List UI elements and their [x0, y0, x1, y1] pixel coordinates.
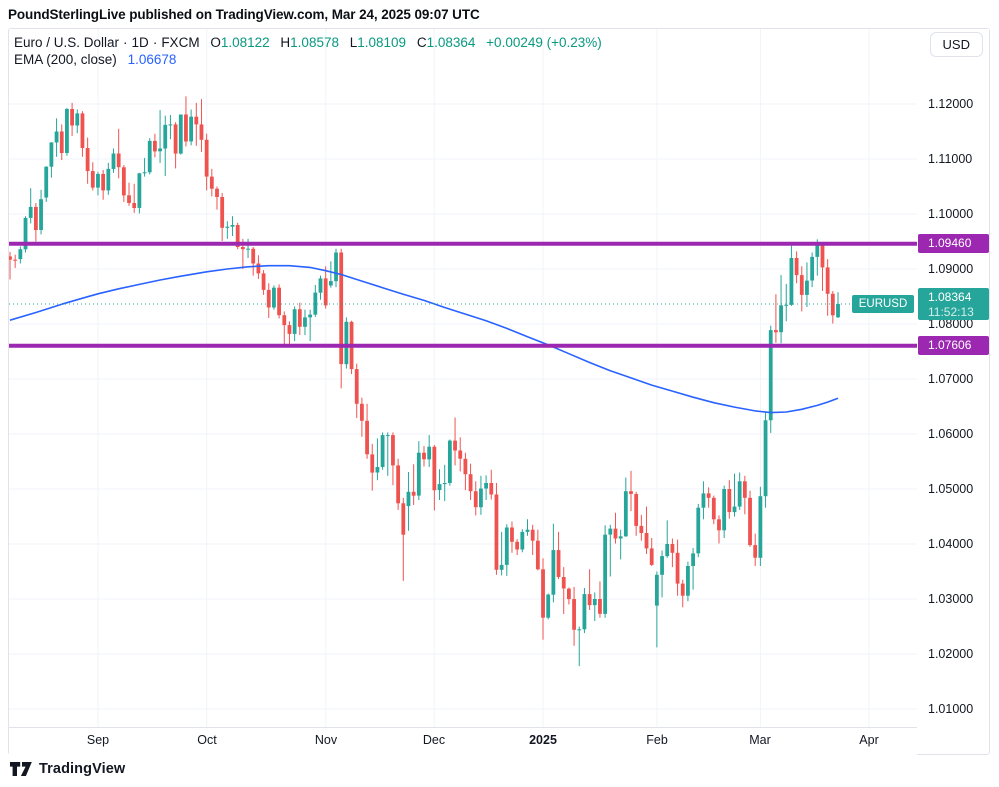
symbol-title: Euro / U.S. Dollar: [14, 35, 120, 50]
low-value: 1.08109: [357, 35, 407, 50]
support-price-badge: 1.07606: [918, 336, 989, 355]
tradingview-logo-icon[interactable]: [10, 762, 32, 776]
time-axis-label: Mar: [749, 733, 771, 747]
price-axis[interactable]: 1.12000 1.11000 1.10000 1.09000 1.08000 1.070…: [917, 29, 989, 727]
resistance-price-badge: 1.09460: [918, 234, 989, 253]
time-axis-label: Dec: [422, 733, 446, 747]
price-axis-label: 1.02000: [928, 647, 974, 661]
time-axis-label: Oct: [197, 733, 217, 747]
tradingview-brand-text[interactable]: TradingView: [39, 761, 126, 777]
chart-panel: Euro / U.S. Dollar · 1D · FXCM O1.08122 H1.0…: [8, 28, 990, 755]
time-axis[interactable]: Sep Oct Nov Dec 2025 Feb Mar Apr: [9, 727, 917, 755]
price-axis-label: 1.06000: [928, 427, 974, 441]
price-axis-label: 1.12000: [928, 97, 974, 111]
open-label: O: [210, 35, 221, 50]
price-axis-label: 1.03000: [928, 592, 974, 606]
low-label: L: [349, 35, 358, 50]
current-price-value: 1.08364: [928, 290, 972, 304]
price-axis-label: 1.05000: [928, 482, 974, 496]
symbol-price-tag: EURUSD: [852, 295, 914, 313]
legend-ema-row: EMA (200, close) 1.06678: [14, 51, 602, 68]
chart-legend: Euro / U.S. Dollar · 1D · FXCM O1.08122 H1.0…: [14, 34, 602, 68]
current-price-badge: 1.08364 11:52:13: [918, 288, 989, 320]
price-axis-label: 1.07000: [928, 372, 974, 386]
chart-interval: 1D: [131, 35, 149, 50]
change-value: +0.00249 (+0.23%): [486, 35, 602, 50]
time-axis-label: 2025: [529, 733, 557, 747]
attribution-text: PoundSterlingLive published on TradingVi…: [8, 7, 480, 22]
time-axis-label: Feb: [646, 733, 668, 747]
price-axis-label: 1.10000: [928, 207, 974, 221]
ema-label: EMA (200, close): [14, 52, 117, 67]
high-value: 1.08578: [290, 35, 339, 50]
price-axis-label: 1.04000: [928, 537, 974, 551]
price-axis-label: 1.11000: [928, 152, 973, 166]
legend-separator: ·: [152, 35, 158, 50]
price-axis-label: 1.01000: [928, 702, 974, 716]
currency-toggle-button[interactable]: USD: [929, 32, 983, 57]
bar-countdown: 11:52:13: [928, 305, 974, 319]
price-chart[interactable]: [9, 29, 917, 727]
close-label: C: [416, 35, 427, 50]
time-axis-label: Apr: [859, 733, 879, 747]
high-label: H: [280, 35, 291, 50]
ema-value: 1.06678: [127, 52, 177, 67]
time-axis-label: Sep: [86, 733, 110, 747]
open-value: 1.08122: [220, 35, 270, 50]
exchange-name: FXCM: [161, 35, 200, 50]
price-axis-label: 1.09000: [928, 262, 974, 276]
footer: TradingView: [10, 761, 125, 777]
time-axis-label: Nov: [314, 733, 338, 747]
legend-symbol-row: Euro / U.S. Dollar · 1D · FXCM O1.08122 H1.0…: [14, 34, 602, 51]
close-value: 1.08364: [426, 35, 476, 50]
price-axis-label: 1.08000: [928, 317, 974, 331]
legend-separator: ·: [123, 35, 128, 50]
